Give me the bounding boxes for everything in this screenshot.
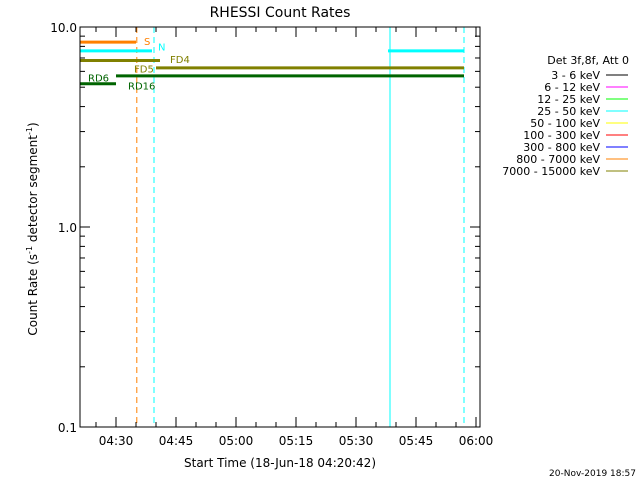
y-tick-label-1: 1.0 <box>58 221 77 235</box>
segment-labels: S N FD4 FD5 RD6 RD16 <box>88 37 190 92</box>
y-axis-label-part3: ) <box>26 122 40 127</box>
segment-label-fd4: FD4 <box>170 55 190 66</box>
legend-label-8: 7000 - 15000 keV <box>502 165 600 178</box>
y-tick-label-2: 0.1 <box>58 421 77 435</box>
y-axis-label-part1: Count Rate (s <box>26 254 40 336</box>
x-tick-label-5: 05:45 <box>399 434 434 448</box>
y-axis-label-part2: detector segment <box>26 135 40 246</box>
plot-background <box>80 27 480 427</box>
y-axis-label-sup2: -1 <box>25 127 34 135</box>
legend-label-5: 100 - 300 keV <box>523 129 600 142</box>
segment-label-rd16: RD16 <box>128 81 155 92</box>
x-tick-label-4: 05:30 <box>339 434 374 448</box>
x-tick-label-0: 04:30 <box>99 434 134 448</box>
segment-label-rd6: RD6 <box>88 73 109 84</box>
legend-label-0: 3 - 6 keV <box>551 69 600 82</box>
legend-label-7: 800 - 7000 keV <box>516 153 600 166</box>
x-tick-label-1: 04:45 <box>159 434 194 448</box>
data-segments <box>80 40 464 86</box>
legend-label-3: 25 - 50 keV <box>537 105 600 118</box>
x-tick-label-6: 06:00 <box>459 434 494 448</box>
y-tick-label-0: 10.0 <box>50 21 77 35</box>
axes: 10.0 1.0 0.1 04:30 04:45 05:00 05:15 05:30 05:45… <box>50 21 493 448</box>
segment-label-s: S <box>144 37 150 48</box>
legend-label-1: 6 - 12 keV <box>544 81 600 94</box>
plot-area <box>80 27 480 427</box>
segment-label-fd5: FD5 <box>134 65 154 76</box>
x-tick-label-3: 05:15 <box>279 434 314 448</box>
legend-header: Det 3f,8f, Att 0 <box>547 54 629 67</box>
y-axis-label: Count Rate (s-1 detector segment-1) <box>25 122 40 335</box>
segment-label-n: N <box>158 42 165 53</box>
legend-label-2: 12 - 25 keV <box>537 93 600 106</box>
x-axis-label: Start Time (18-Jun-18 04:20:42) <box>184 456 376 470</box>
y-axis-label-sup1: -1 <box>25 246 34 254</box>
chart-title: RHESSI Count Rates <box>210 5 351 21</box>
legend-label-6: 300 - 800 keV <box>523 141 600 154</box>
x-tick-label-2: 05:00 <box>219 434 254 448</box>
footer-date: 20-Nov-2019 18:57 <box>549 469 636 479</box>
legend-label-4: 50 - 100 keV <box>530 117 600 130</box>
